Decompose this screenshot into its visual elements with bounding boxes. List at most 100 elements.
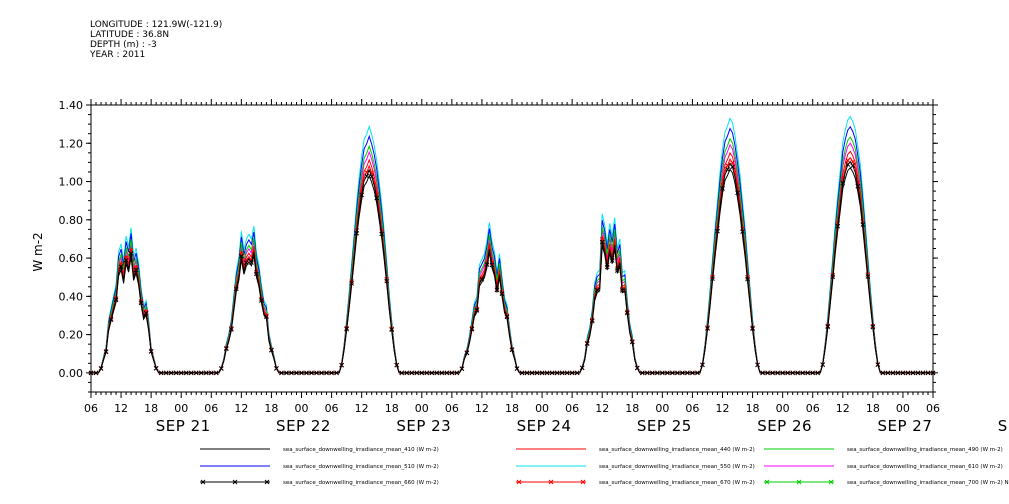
day-label: SEP 24 [517,417,572,435]
x-tick-label: 06 [806,402,820,415]
legend-label: sea_surface_downwelling_irradiance_mean_… [847,447,1003,453]
legend-marker [200,479,206,485]
y-tick-label: 1.40 [59,99,84,112]
legend-label: sea_surface_downwelling_irradiance_mean_… [847,480,1009,486]
legend-marker [548,479,554,485]
series-marker [845,162,851,167]
x-tick-label: 06 [84,402,98,415]
x-tick-label: 12 [114,402,128,415]
depth-text: DEPTH (m) : -3 [90,40,157,50]
series-line [91,136,933,374]
x-tick-label: 00 [295,402,309,415]
legend-marker [516,479,522,485]
legend-label: sea_surface_downwelling_irradiance_mean_… [599,447,755,453]
x-tick-label: 06 [926,402,940,415]
x-tick-label: 18 [264,402,278,415]
series-marker [239,253,244,259]
x-tick-label: 12 [716,402,730,415]
series-line [91,142,933,374]
day-label: SEP 23 [396,417,451,435]
legend-marker [232,479,238,485]
series-marker [133,267,139,273]
x-tick-label: 00 [174,402,188,415]
x-tick-label: 18 [746,402,760,415]
series-line [91,156,933,374]
x-tick-label: 00 [415,402,429,415]
series-line [91,125,933,374]
series-marker [740,229,745,234]
legend-label: sea_surface_downwelling_irradiance_mean_… [283,447,439,453]
series-line [91,150,933,374]
legend-label: sea_surface_downwelling_irradiance_mean_… [599,480,755,486]
x-tick-label: 06 [204,402,218,415]
series-marker [118,264,124,269]
x-tick-label: 12 [595,402,609,415]
legend-marker [828,479,834,485]
legend-marker [796,479,802,485]
legend-label: sea_surface_downwelling_irradiance_mean_… [847,464,1003,470]
legend-label: sea_surface_downwelling_irradiance_mean_… [283,480,439,486]
latitude-text: LATITUDE : 36.8N [90,30,170,40]
year-text: YEAR : 2011 [90,50,146,60]
y-tick-label: 0.80 [59,214,84,227]
series-marker [850,163,856,169]
y-axis-label: W m-2 [31,232,45,271]
x-tick-label: 00 [776,402,790,415]
series-marker [143,309,149,315]
series-marker [860,222,866,227]
x-tick-label: 06 [685,402,699,415]
series-marker [264,314,269,320]
axis-layer: 0.00 0.20 0.40 0.60 0.80 1.00 1.20 1.40 06 12 18 00… [59,99,1009,435]
x-tick-label: 12 [475,402,489,415]
legend-marker [580,479,586,485]
x-tick-label: 06 [325,402,339,415]
longitude-text: LONGITUDE : 121.9W(-121.9) [90,20,223,30]
series-marker [730,164,735,170]
legend-marker [764,479,770,485]
x-tick-label: 00 [535,402,549,415]
y-tick-label: 1.00 [59,176,84,189]
x-tick-label: 18 [385,402,399,415]
x-tick-label: 18 [866,402,880,415]
x-tick-label: 00 [896,402,910,415]
series-marker [845,158,851,163]
x-tick-label: 18 [625,402,639,415]
x-tick-label: 12 [234,402,248,415]
legend: sea_surface_downwelling_irradiance_mean_… [200,447,1009,486]
day-label: SEP 26 [757,417,812,435]
series-marker [379,231,385,237]
y-tick-label: 0.00 [59,367,84,380]
x-tick-label: 00 [655,402,669,415]
day-label: SEP 27 [877,417,932,435]
y-tick-label: 0.60 [59,252,84,265]
x-tick-label: 18 [505,402,519,415]
series-marker [123,257,129,263]
y-tick-label: 0.20 [59,329,84,342]
series-marker [835,223,841,229]
series-marker [594,286,600,291]
x-tick-label: 06 [445,402,459,415]
x-tick-label: 18 [144,402,158,415]
series-line [91,115,933,374]
y-tick-label: 0.40 [59,290,84,303]
metadata-header: LONGITUDE : 121.9W(-121.9) LATITUDE : 36… [90,20,222,60]
day-label: SEP 21 [156,417,211,435]
legend-label: sea_surface_downwelling_irradiance_mean_… [599,464,755,470]
series-line [91,160,933,374]
legend-label: sea_surface_downwelling_irradiance_mean_… [283,464,439,470]
series-marker [128,250,134,256]
series-marker [599,239,605,245]
legend-marker [264,479,270,485]
series-layer [88,115,936,376]
day-label: SEP 28 [998,417,1009,435]
x-tick-label: 12 [836,402,850,415]
y-tick-label: 1.20 [59,137,84,150]
day-label: SEP 22 [276,417,331,435]
series-marker [479,277,485,282]
day-label: SEP 25 [637,417,692,435]
x-tick-label: 12 [355,402,369,415]
x-tick-label: 06 [565,402,579,415]
series-marker [143,310,149,316]
series-line [91,166,933,374]
